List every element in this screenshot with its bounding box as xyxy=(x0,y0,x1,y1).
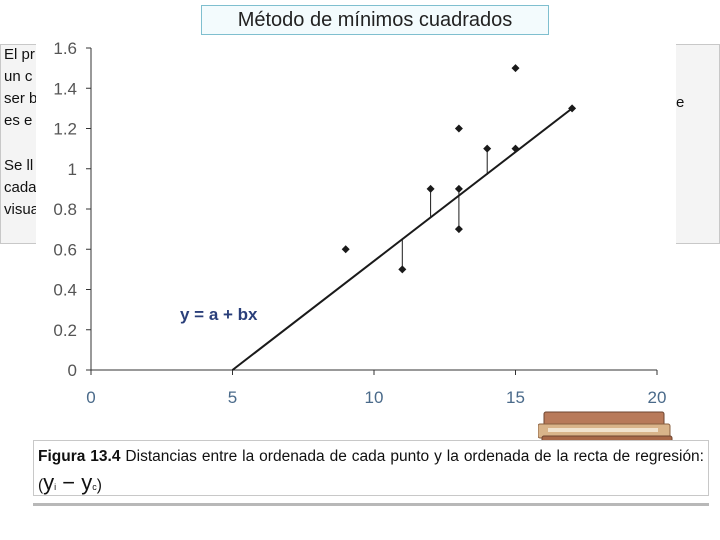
data-point xyxy=(341,245,350,254)
background-line: ser b xyxy=(4,90,38,107)
caption-yc-sub: c xyxy=(92,482,97,492)
x-tick-label: 10 xyxy=(365,388,384,407)
x-tick-label: 15 xyxy=(506,388,525,407)
chart-svg: 0 0.2 0.4 0.6 0.8 1 1.2 1.4 1.6 0 5 10 15 20 y = a + b… xyxy=(53,39,667,407)
background-line: cada xyxy=(4,179,37,196)
caption-yi-sub: i xyxy=(54,482,57,492)
data-point xyxy=(511,144,520,153)
caption-yc: y xyxy=(81,470,93,495)
data-point xyxy=(511,64,520,73)
background-paragraph-2: Se ll cada visua xyxy=(4,155,39,221)
data-point xyxy=(454,184,463,193)
y-tick-label: 0 xyxy=(68,361,77,380)
x-tick-label: 0 xyxy=(86,388,95,407)
y-tick-label: 1.2 xyxy=(53,120,77,139)
bottom-rule xyxy=(33,503,709,506)
data-point xyxy=(454,225,463,234)
y-tick-label: 0.6 xyxy=(53,240,77,259)
y-tick-label: 1.4 xyxy=(53,79,77,98)
scatter-chart: 0 0.2 0.4 0.6 0.8 1 1.2 1.4 1.6 0 5 10 15 20 y = a + b… xyxy=(36,35,676,410)
background-line: un c xyxy=(4,68,33,85)
y-tick-label: 0.2 xyxy=(53,321,77,340)
figure-caption: Figura 13.4 Distancias entre la ordenada… xyxy=(33,440,709,496)
caption-yi: y xyxy=(43,470,55,495)
y-tick-label: 1 xyxy=(68,160,77,179)
data-point xyxy=(568,104,577,113)
caption-minus: − xyxy=(56,470,82,495)
background-line: visua xyxy=(4,201,40,218)
data-point xyxy=(398,265,407,274)
y-tick-label: 0.8 xyxy=(53,200,77,219)
background-paragraph-1: El pr un c ser b es e xyxy=(4,44,37,132)
background-line: El pr xyxy=(4,46,35,63)
background-line: es e xyxy=(4,112,33,129)
data-point xyxy=(426,184,435,193)
background-right-fragment: e xyxy=(676,94,685,111)
slide-title: Método de mínimos cuadrados xyxy=(201,5,549,35)
regression-equation-label: y = a + bx xyxy=(180,305,258,324)
caption-label: Figura 13.4 xyxy=(38,448,121,465)
background-line: Se ll xyxy=(4,157,34,174)
caption-close: ) xyxy=(96,477,102,494)
data-point xyxy=(454,124,463,133)
y-tick-label: 1.6 xyxy=(53,39,77,58)
x-tick-label: 20 xyxy=(648,388,667,407)
data-point xyxy=(483,144,492,153)
y-tick-label: 0.4 xyxy=(53,281,77,300)
x-tick-label: 5 xyxy=(228,388,237,407)
caption-text: Distancias entre la ordenada de cada pun… xyxy=(38,448,704,494)
